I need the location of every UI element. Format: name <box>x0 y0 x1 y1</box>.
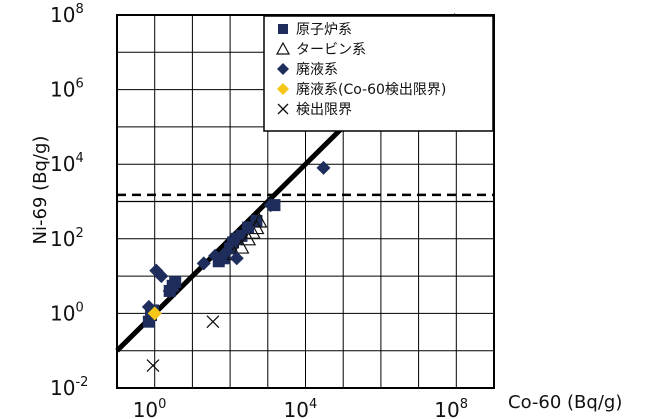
data-point <box>146 359 160 373</box>
data-point <box>208 248 223 263</box>
x-tick-labels: 100 104 108 <box>133 397 468 419</box>
series-0 <box>142 199 281 328</box>
data-point <box>251 212 268 228</box>
legend-label: 原子炉系 <box>296 22 352 38</box>
y-tick-label: 10-2 <box>50 375 88 400</box>
y-tick-label: 102 <box>50 226 84 251</box>
data-point <box>162 283 177 298</box>
data-point <box>219 244 234 259</box>
x-tick-label: 104 <box>284 397 318 419</box>
legend-box <box>263 15 494 132</box>
data-point <box>169 275 182 288</box>
legend-marker <box>277 63 289 75</box>
legend-label: タービン系 <box>296 42 366 58</box>
legend-marker <box>277 103 289 115</box>
data-points <box>141 160 331 373</box>
series-4 <box>146 315 220 373</box>
y-tick-labels: 10-2 100 102 104 106 108 <box>50 2 88 400</box>
data-point <box>316 160 331 175</box>
x-tick-label: 100 <box>133 397 167 419</box>
data-point <box>233 238 250 254</box>
data-point <box>154 269 169 284</box>
data-point <box>241 220 256 235</box>
series-3 <box>147 306 162 321</box>
series-2 <box>141 160 331 314</box>
y-tick-label: 106 <box>50 77 84 102</box>
legend-marker <box>275 41 291 55</box>
legend-marker <box>278 24 288 34</box>
data-point <box>206 315 220 329</box>
y-axis-label: Ni-69 (Bq/g) <box>30 136 51 245</box>
x-tick-label: 108 <box>434 397 468 419</box>
data-point <box>229 251 244 266</box>
data-point <box>196 256 211 271</box>
x-axis-label: Co-60 (Bq/g) <box>508 392 622 413</box>
y-tick-label: 108 <box>50 2 84 27</box>
legend-label: 検出限界 <box>296 102 352 118</box>
y-tick-label: 100 <box>50 300 84 325</box>
y-tick-label: 104 <box>50 151 84 176</box>
data-point <box>147 306 162 321</box>
legend-marker <box>277 83 289 95</box>
series-1 <box>226 212 268 261</box>
legend-label: 廃液系 <box>296 61 338 78</box>
data-point <box>263 198 278 213</box>
legend-label: 廃液系(Co-60検出限界) <box>296 81 446 98</box>
